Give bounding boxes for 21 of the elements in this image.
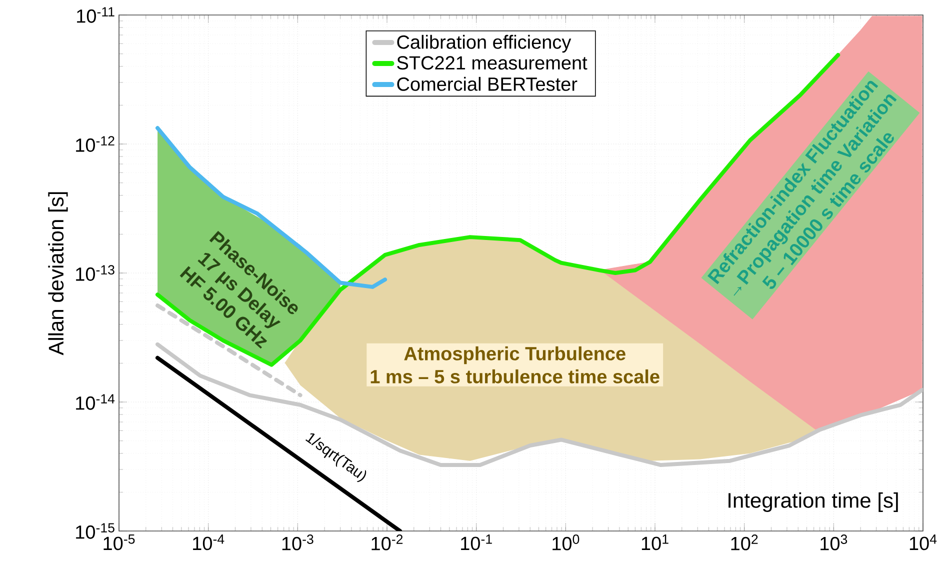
x-tick-label: 10$^{1}$ xyxy=(642,534,668,550)
legend-label: Comercial BERTester xyxy=(397,76,578,91)
y-tick-label: 10$^{-14}$ xyxy=(76,394,115,410)
x-tick-label: 10$^{0}$ xyxy=(552,534,580,550)
x-tick-label: 10$^{3}$ xyxy=(820,534,848,550)
x-tick-label: 10$^{-2}$ xyxy=(372,534,403,550)
x-tick-label: 10$^{-4}$ xyxy=(193,534,224,550)
x-tick-label: 10$^{-1}$ xyxy=(461,534,492,550)
y-tick-label: 10$^{-12}$ xyxy=(76,136,114,152)
x-axis-title: Integration time [s] xyxy=(728,492,898,512)
y-tick-label: 10$^{-11}$ xyxy=(77,7,114,23)
legend-label: STC221 measurement xyxy=(397,56,588,70)
legend-label: Calibration efficiency xyxy=(397,34,572,53)
annotation: Atmospheric Turbulence xyxy=(404,346,626,364)
x-tick-label: 10$^{-3}$ xyxy=(282,534,314,550)
x-tick-label: 10$^{2}$ xyxy=(731,534,758,550)
y-axis-title: Allan deviation [s] xyxy=(48,192,68,356)
annotation: 1 ms – 5 s turbulence time scale xyxy=(370,369,660,384)
y-tick-label: 10$^{-13}$ xyxy=(76,265,114,281)
x-tick-label: 10$^{4}$ xyxy=(910,534,937,550)
x-tick-label: 10$^{-5}$ xyxy=(104,534,135,550)
